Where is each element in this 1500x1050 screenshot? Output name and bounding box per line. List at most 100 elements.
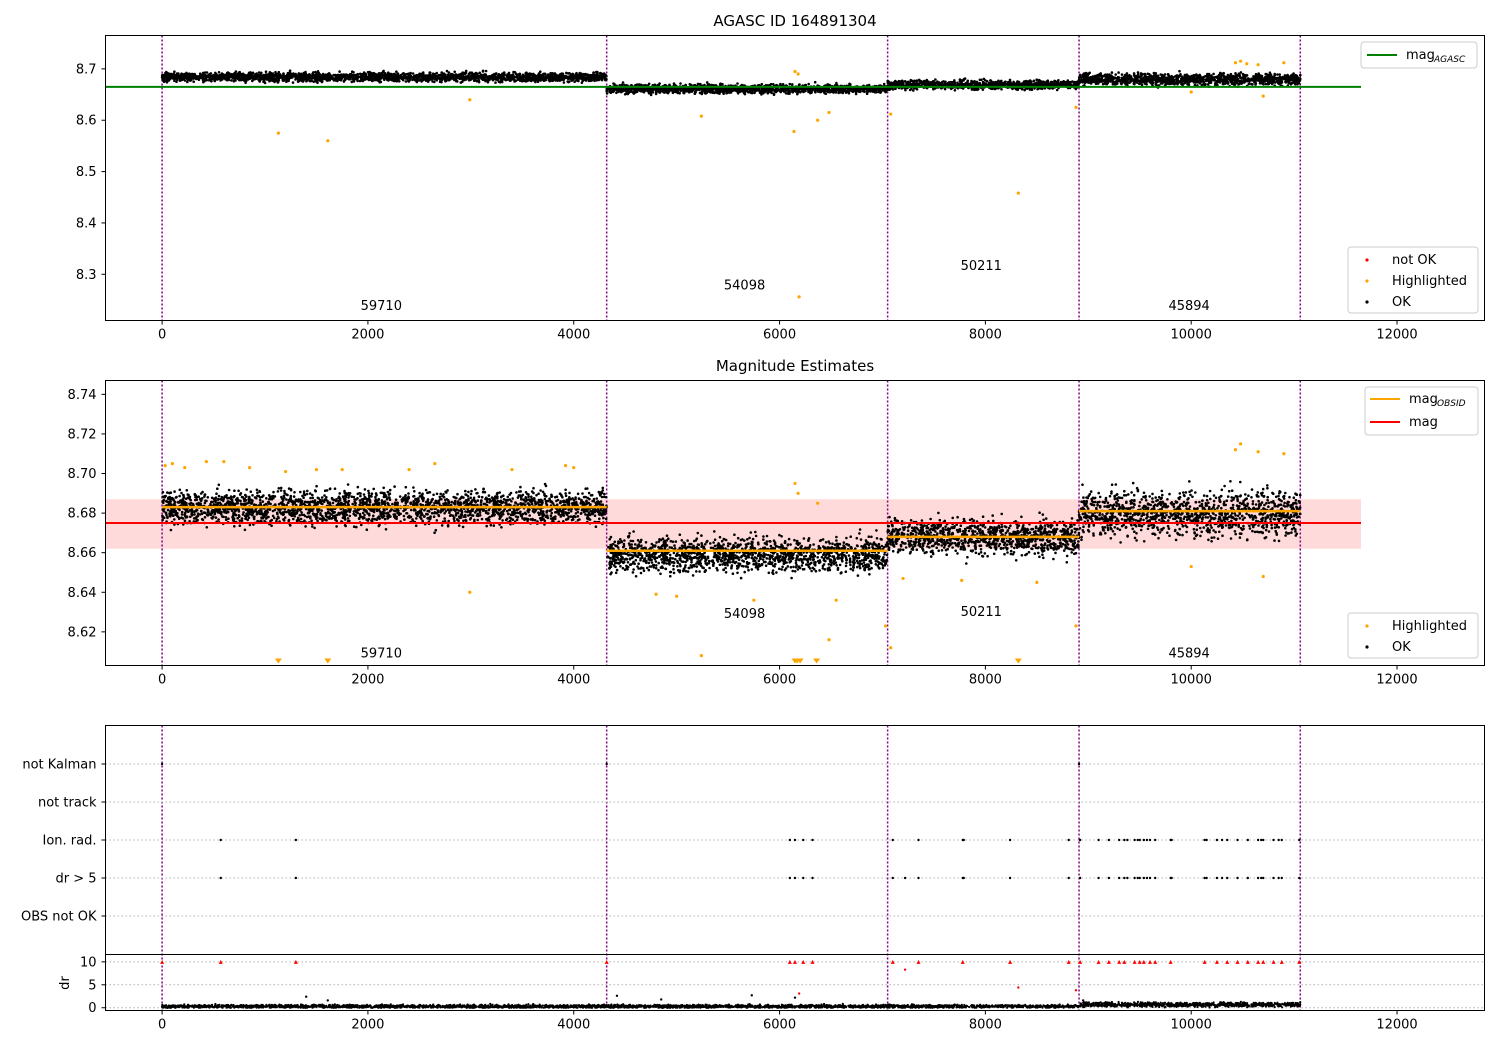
panel1-ok-point (1029, 79, 1032, 82)
panel1-ok-point (395, 80, 399, 83)
panel1-ok-point (302, 71, 306, 75)
panel1-ok-point (827, 88, 830, 91)
panel1-ok-point (918, 78, 921, 82)
panel1-ok-point (305, 80, 308, 83)
panel1-ok-point (769, 90, 772, 93)
panel1-ok-point (979, 83, 982, 87)
panel1-ok-point (209, 78, 213, 82)
panel1-ok-point (202, 78, 205, 81)
panel1-ok-point (551, 72, 554, 75)
panel1-ok-point (238, 70, 241, 74)
panel1-ok-point (790, 88, 794, 91)
panel1-ok-point (800, 87, 804, 91)
panel1-ok-point (481, 69, 485, 73)
panel1-ok-point (335, 74, 339, 77)
panel1-ok-point (453, 75, 457, 78)
panel1-ok-point (980, 78, 983, 82)
panel1-ok-point (626, 92, 630, 96)
panel1-ok-point (1052, 82, 1056, 86)
panel1-ok-point (375, 78, 378, 82)
panel1-ok-point (453, 70, 457, 74)
panel1-ok-point (299, 76, 303, 79)
panel1-ok-point (779, 87, 782, 91)
panel1-ok-point (246, 75, 250, 79)
panel1-ok-point (853, 89, 857, 93)
panel1-ok-point (477, 74, 481, 78)
panel1-ok-point (868, 88, 872, 92)
panel1-ok-point (525, 71, 528, 74)
panel1-ok-point (177, 76, 181, 80)
panel1-ok-point (822, 91, 826, 94)
panel1-ok-point (186, 80, 189, 84)
panel1-ok-point (832, 89, 835, 92)
panel1-ok-point (494, 81, 497, 84)
panel1-ok-point (521, 80, 524, 83)
panel1-ok-point (1062, 80, 1066, 84)
panel1-ok-point (766, 89, 769, 93)
panel1-ok-point (1037, 80, 1040, 83)
panel1-ok-point (946, 81, 950, 85)
panel1-ok-point (383, 71, 387, 75)
panel1-ok-point (361, 78, 365, 82)
panel1-ok-point (192, 73, 195, 76)
panel1-ok-point (292, 74, 295, 78)
panel1-ok-point (710, 87, 713, 91)
panel1-ok-point (396, 77, 400, 80)
panel1-ok-point (483, 73, 486, 76)
panel1-ok-point (407, 80, 411, 83)
panel1-ok-point (532, 73, 535, 76)
panel1-ok-point (1021, 82, 1025, 86)
panel1-ok-point (431, 80, 434, 83)
panel1-ok-point (721, 82, 724, 86)
panel1-ok-point (496, 76, 500, 80)
panel1-ok-point (674, 88, 677, 92)
panel1-ok-point (639, 89, 642, 93)
panel1-ok-point (1015, 88, 1019, 91)
panel1-ok-point (509, 74, 513, 77)
panel1-ok-point (173, 70, 176, 73)
panel1-ok-point (258, 74, 261, 78)
panel1-ok-point (502, 71, 506, 74)
panel1-ok-point (1069, 80, 1073, 84)
panel1-ok-point (952, 80, 956, 84)
panel1-ok-point (480, 73, 484, 77)
panel1-ok-point (378, 76, 382, 79)
panel1-ok-point (553, 72, 557, 75)
panel1-ok-point (478, 71, 482, 75)
panel1-ok-point (351, 74, 355, 77)
panel1-ok-point (763, 90, 766, 94)
panel1-ok-point (623, 93, 627, 96)
panel1-ok-point (541, 75, 544, 78)
panel1-ok-point (851, 89, 855, 92)
panel1-ok-point (255, 72, 258, 75)
panel1-ok-point (950, 81, 953, 84)
panel1-ok-point (787, 89, 790, 92)
panel1-ok-point (506, 75, 510, 78)
panel1-ok-point (761, 91, 764, 94)
panel1-ok-point (334, 77, 338, 81)
panel1-ok-point (901, 82, 905, 86)
panel1-ok-point (200, 75, 204, 78)
panel1-ok-point (350, 70, 354, 73)
panel1-ok-point (484, 69, 488, 73)
panel1-ok-point (596, 74, 599, 77)
panel1-ok-point (866, 88, 869, 91)
panel1-ok-point (934, 78, 937, 81)
panel1-ok-point (679, 82, 682, 85)
panel1-ok-point (408, 73, 412, 77)
panel1-ok-point (592, 71, 595, 75)
panel1-ok-point (1035, 78, 1038, 81)
panel1-ok-point (943, 87, 947, 91)
panel1-ok-point (758, 89, 761, 93)
panel1-ok-point (653, 88, 657, 91)
panel1-ok-point (981, 88, 985, 91)
panel1-ok-point (940, 80, 944, 84)
panel1-ok-point (493, 74, 497, 77)
panel1-ok-point (886, 79, 889, 83)
panel1-ok-point (187, 77, 190, 80)
panel1-ok-point (316, 81, 319, 85)
panel1-ok-point (230, 79, 233, 82)
panel1-ok-point (553, 75, 556, 79)
panel1-ok-point (910, 87, 913, 91)
panel1-ok-point (358, 79, 362, 83)
